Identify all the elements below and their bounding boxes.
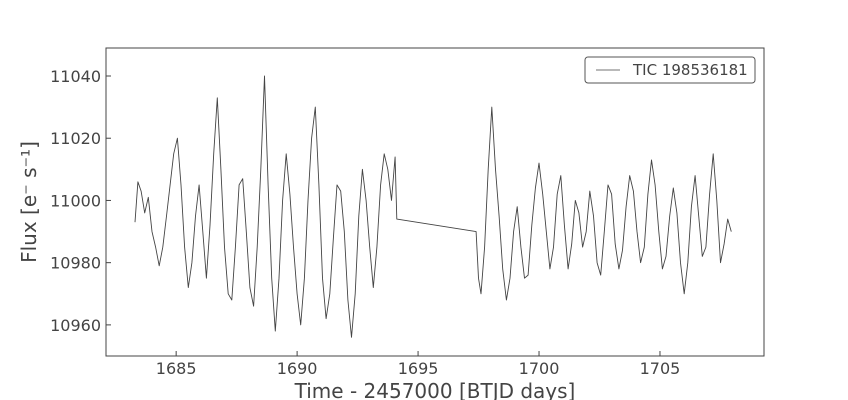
x-tick-label: 1705 — [640, 359, 681, 378]
y-tick-label: 11040 — [50, 67, 101, 86]
plot-frame — [105, 47, 765, 357]
y-axis-ticks: 10960 10980 11000 11020 11040 — [50, 67, 111, 335]
y-tick-label: 11000 — [50, 191, 101, 210]
legend-box — [584, 56, 756, 84]
series-group — [134, 75, 732, 338]
x-tick-label: 1700 — [519, 359, 560, 378]
flux-series-line — [134, 75, 732, 338]
x-tick-label: 1690 — [277, 359, 318, 378]
y-tick-label: 10980 — [50, 254, 101, 273]
x-axis-label: Time - 2457000 [BTJD days] — [294, 379, 576, 400]
y-axis-label: Flux [e⁻ s⁻¹] — [17, 141, 41, 263]
legend: TIC 198536181 — [584, 56, 756, 84]
y-tick-label: 11020 — [50, 129, 101, 148]
legend-label: TIC 198536181 — [632, 61, 748, 79]
x-tick-label: 1695 — [398, 359, 439, 378]
x-axis-ticks: 1685 1690 1695 1700 1705 — [156, 351, 681, 378]
x-tick-label: 1685 — [156, 359, 197, 378]
y-tick-label: 10960 — [50, 316, 101, 335]
